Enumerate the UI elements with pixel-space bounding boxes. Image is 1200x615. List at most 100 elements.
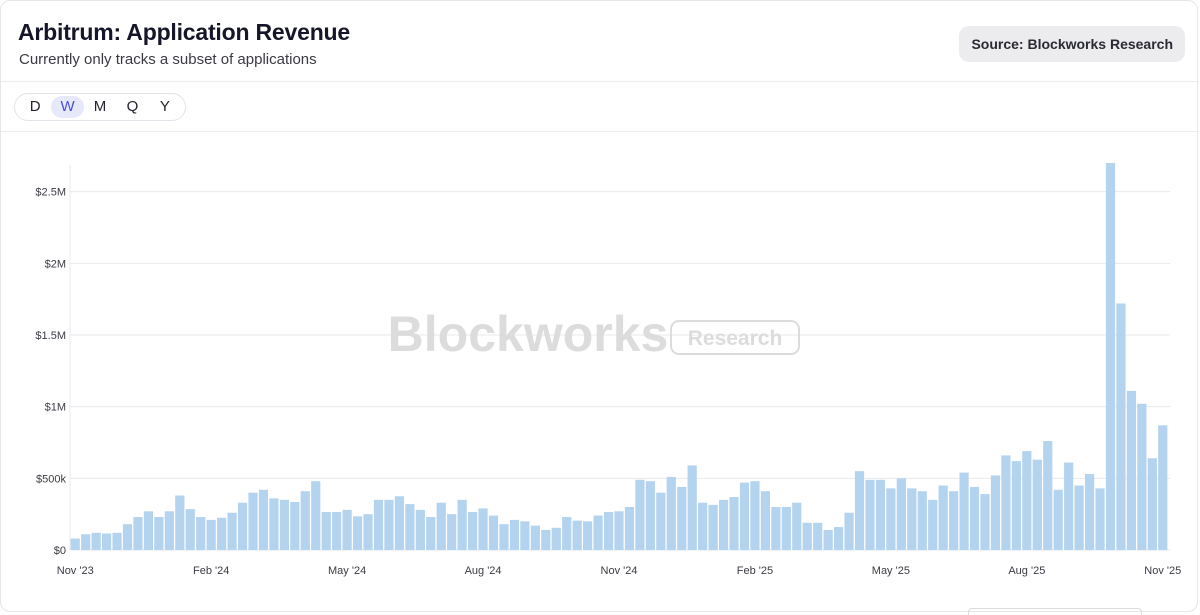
source-badge[interactable]: Source: Blockworks Research	[959, 26, 1185, 62]
bar[interactable]	[332, 512, 342, 550]
bar[interactable]	[217, 517, 227, 550]
bar[interactable]	[258, 489, 269, 550]
bar[interactable]	[248, 492, 258, 550]
period-w-button[interactable]: W	[51, 96, 84, 118]
bar[interactable]	[781, 507, 791, 550]
bar[interactable]	[164, 511, 174, 550]
bar[interactable]	[771, 507, 781, 550]
bar[interactable]	[509, 519, 520, 550]
bar[interactable]	[593, 515, 603, 550]
bar[interactable]	[917, 491, 927, 550]
bar[interactable]	[949, 491, 959, 550]
bar[interactable]	[896, 478, 906, 550]
bar[interactable]	[81, 534, 91, 550]
bar[interactable]	[1032, 459, 1042, 550]
bar[interactable]	[760, 491, 770, 550]
bar[interactable]	[91, 532, 101, 550]
bar[interactable]	[938, 485, 948, 551]
bar[interactable]	[290, 501, 300, 550]
bar[interactable]	[750, 481, 760, 550]
bar[interactable]	[875, 479, 886, 550]
bar[interactable]	[70, 538, 80, 550]
bar[interactable]	[603, 512, 614, 550]
bar[interactable]	[436, 502, 446, 550]
bar[interactable]	[562, 517, 572, 550]
bar[interactable]	[499, 524, 509, 550]
period-q-button[interactable]: Q	[126, 98, 139, 115]
bar[interactable]	[1043, 441, 1053, 550]
bar[interactable]	[708, 504, 718, 550]
bar[interactable]	[237, 502, 248, 550]
bar[interactable]	[394, 496, 404, 550]
bar[interactable]	[865, 479, 875, 550]
bar[interactable]	[792, 502, 802, 550]
bar[interactable]	[1064, 462, 1074, 550]
bar[interactable]	[311, 481, 321, 550]
bar[interactable]	[530, 525, 540, 550]
bar[interactable]	[583, 521, 593, 550]
bar[interactable]	[300, 491, 310, 550]
bar[interactable]	[844, 512, 854, 550]
bar[interactable]	[488, 515, 499, 550]
bar[interactable]	[122, 524, 133, 550]
bar[interactable]	[1095, 488, 1105, 550]
bar[interactable]	[802, 522, 812, 550]
bar[interactable]	[321, 512, 331, 550]
bar[interactable]	[645, 481, 655, 550]
bar[interactable]	[1084, 474, 1095, 550]
bar[interactable]	[572, 520, 582, 550]
bar[interactable]	[614, 511, 624, 550]
bar[interactable]	[520, 521, 530, 550]
bar[interactable]	[363, 514, 373, 550]
bar[interactable]	[342, 509, 352, 550]
bar[interactable]	[206, 519, 216, 550]
bar[interactable]	[823, 529, 833, 550]
bar[interactable]	[666, 476, 676, 550]
bar[interactable]	[196, 517, 206, 550]
bar[interactable]	[468, 512, 478, 550]
bar[interactable]	[1001, 455, 1011, 550]
bar[interactable]	[677, 486, 687, 550]
bar[interactable]	[279, 499, 289, 550]
bar[interactable]	[352, 516, 363, 550]
bar[interactable]	[415, 509, 425, 550]
bar[interactable]	[373, 499, 384, 550]
bar[interactable]	[624, 507, 635, 550]
bar[interactable]	[687, 465, 697, 550]
bar[interactable]	[718, 499, 729, 550]
bar[interactable]	[928, 499, 938, 550]
bar[interactable]	[635, 479, 645, 550]
bar[interactable]	[1022, 451, 1032, 550]
period-m-button[interactable]: M	[93, 98, 107, 115]
period-d-button[interactable]: D	[29, 98, 41, 115]
bar[interactable]	[1105, 163, 1116, 550]
bar[interactable]	[1011, 461, 1021, 550]
bar[interactable]	[551, 527, 561, 550]
bar[interactable]	[1137, 403, 1147, 550]
bar[interactable]	[854, 471, 865, 550]
bar[interactable]	[185, 509, 195, 550]
bar[interactable]	[175, 495, 185, 550]
bar[interactable]	[384, 499, 394, 550]
bar[interactable]	[907, 488, 917, 550]
bar[interactable]	[112, 532, 122, 550]
bar[interactable]	[1116, 303, 1126, 550]
bar[interactable]	[834, 527, 844, 550]
bar[interactable]	[227, 512, 237, 550]
bar[interactable]	[698, 502, 708, 550]
bar[interactable]	[1158, 425, 1168, 550]
bar[interactable]	[143, 511, 154, 550]
bar[interactable]	[729, 496, 739, 550]
bar[interactable]	[990, 475, 1001, 550]
bar[interactable]	[959, 472, 969, 550]
bar[interactable]	[154, 517, 164, 550]
bar[interactable]	[1147, 458, 1157, 550]
bar[interactable]	[447, 514, 457, 550]
bar[interactable]	[478, 508, 488, 550]
bar[interactable]	[133, 517, 143, 550]
bar[interactable]	[1126, 390, 1136, 550]
bar[interactable]	[541, 529, 551, 550]
bar[interactable]	[813, 522, 823, 550]
bar[interactable]	[969, 486, 980, 550]
bar[interactable]	[1053, 489, 1063, 550]
